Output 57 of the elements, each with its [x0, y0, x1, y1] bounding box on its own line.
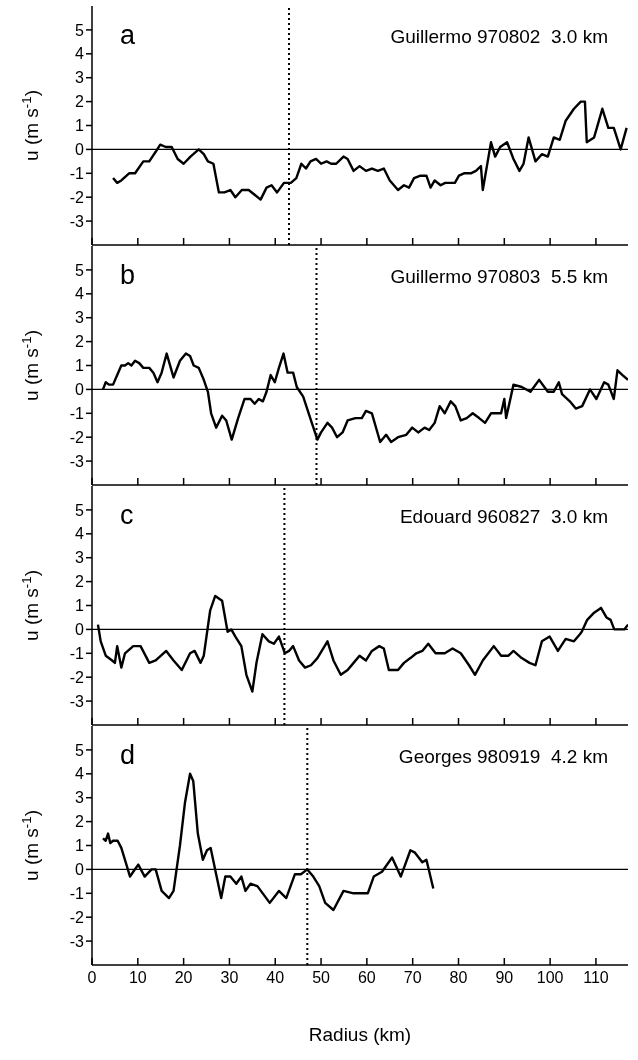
y-tick-label: -2 [69, 428, 85, 446]
y-tick-label: 4 [75, 45, 85, 63]
annotation: c [120, 500, 134, 531]
y-tick-label: 1 [75, 597, 85, 615]
y-tick-label: 1 [75, 837, 85, 855]
y-tick-label: -2 [69, 908, 85, 926]
x-tick-label: 0 [87, 969, 97, 987]
x-tick-label: 30 [220, 969, 239, 987]
y-tick-label: 2 [75, 573, 85, 591]
y-tick-label: 4 [75, 765, 85, 783]
y-tick-label: 3 [75, 309, 85, 327]
y-tick-label: -1 [69, 884, 85, 902]
text: Guillermo 970802 3.0 km [390, 26, 608, 48]
y-tick-label: 0 [75, 381, 85, 399]
y-tick-label: -3 [69, 692, 85, 710]
y-tick-label: 3 [75, 789, 85, 807]
y-tick-label: -2 [69, 668, 85, 686]
y-tick-label: -1 [69, 164, 85, 182]
text: Guillermo 970803 5.5 km [390, 266, 608, 288]
y-tick-label: -1 [69, 404, 85, 422]
y-tick-label: 5 [75, 21, 85, 39]
y-tick-label: 5 [75, 501, 85, 519]
x-tick-label: 50 [312, 969, 331, 987]
x-tick-label: 10 [128, 969, 147, 987]
y-tick-label: 5 [75, 741, 85, 759]
x-tick-label: 70 [403, 969, 422, 987]
x-tick-label: 100 [536, 969, 564, 987]
y-tick-label: 0 [75, 621, 85, 639]
y-tick-label: 5 [75, 261, 85, 279]
y-tick-label: -1 [69, 644, 85, 662]
x-tick-label: 40 [266, 969, 285, 987]
y-tick-label: 2 [75, 93, 85, 111]
y-tick-label: -3 [69, 932, 85, 950]
x-tick-label: 60 [357, 969, 376, 987]
x-tick-label: 110 [583, 969, 609, 987]
y-tick-label: 2 [75, 333, 85, 351]
y-tick-label: 3 [75, 69, 85, 87]
y-tick-label: 1 [75, 117, 85, 135]
annotation: a [120, 20, 136, 51]
y-tick-label: 2 [75, 813, 85, 831]
annotation: b [120, 260, 136, 291]
y-tick-label: 0 [75, 141, 85, 159]
y-tick-label: 0 [75, 861, 85, 879]
y-tick-label: -2 [69, 188, 85, 206]
x-axis-title: Radius (km) [308, 1024, 412, 1045]
y-tick-label: 1 [75, 357, 85, 375]
y-tick-label: 4 [75, 285, 85, 303]
text: Georges 980919 4.2 km [398, 746, 608, 768]
annotation: d [120, 740, 136, 771]
text: Edouard 960827 3.0 km [399, 506, 608, 528]
x-tick-label: 20 [174, 969, 193, 987]
x-tick-label: 90 [495, 969, 514, 987]
y-tick-label: 3 [75, 549, 85, 567]
y-tick-label: -3 [69, 212, 85, 230]
y-tick-label: -3 [69, 452, 85, 470]
x-tick-label: 80 [449, 969, 468, 987]
y-tick-label: 4 [75, 525, 85, 543]
